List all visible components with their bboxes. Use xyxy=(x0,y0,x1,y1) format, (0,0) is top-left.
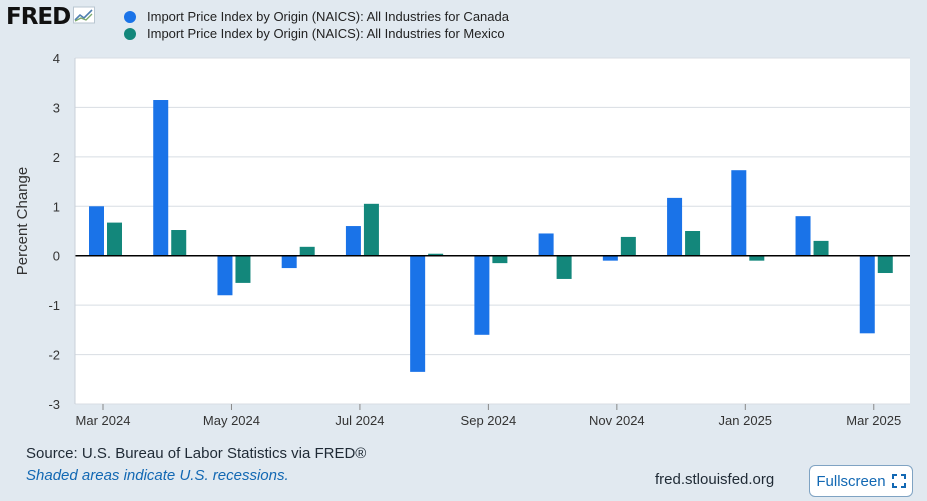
y-tick-label: -3 xyxy=(48,397,60,412)
legend-label-mexico: Import Price Index by Origin (NAICS): Al… xyxy=(147,26,505,41)
bar-mexico-sep-2024[interactable] xyxy=(492,255,508,264)
legend-item-canada[interactable]: Import Price Index by Origin (NAICS): Al… xyxy=(124,8,509,25)
y-tick-label: 2 xyxy=(53,150,60,165)
bar-mexico-apr-2024[interactable] xyxy=(171,230,187,256)
source-text: Source: U.S. Bureau of Labor Statistics … xyxy=(26,445,367,462)
recession-note: Shaded areas indicate U.S. recessions. xyxy=(26,467,289,484)
bar-chart: 4 3 2 1 0 -1 -2 -3 Mar 2024 May 2024 Jul 2024 Sep 2… xyxy=(14,51,910,428)
bar-mexico-aug-2024[interactable] xyxy=(428,253,444,256)
bar-canada-oct-2024[interactable] xyxy=(538,233,554,256)
bar-canada-sep-2024[interactable] xyxy=(474,255,490,335)
x-tick-label: Mar 2025 xyxy=(846,413,901,428)
x-tick-label: Mar 2024 xyxy=(76,413,131,428)
bar-mexico-jan-2025[interactable] xyxy=(749,255,765,261)
bar-canada-jul-2024[interactable] xyxy=(345,226,361,256)
x-tick-label: Sep 2024 xyxy=(461,413,517,428)
bar-canada-apr-2024[interactable] xyxy=(153,100,169,256)
bar-canada-feb-2025[interactable] xyxy=(795,216,811,256)
gridlines xyxy=(75,57,910,405)
bar-mexico-jul-2024[interactable] xyxy=(363,203,379,256)
y-tick-label: -2 xyxy=(48,348,60,363)
bar-canada-jan-2025[interactable] xyxy=(731,170,747,256)
bars xyxy=(89,100,893,372)
chart-legend: Import Price Index by Origin (NAICS): Al… xyxy=(124,8,509,42)
legend-item-mexico[interactable]: Import Price Index by Origin (NAICS): Al… xyxy=(124,25,509,42)
fred-logo-text: FRED xyxy=(6,4,71,30)
bar-mexico-dec-2024[interactable] xyxy=(685,231,701,256)
bar-mexico-nov-2024[interactable] xyxy=(620,236,636,256)
bar-mexico-oct-2024[interactable] xyxy=(556,255,572,279)
fullscreen-label: Fullscreen xyxy=(816,472,886,490)
fred-trend-icon xyxy=(73,6,96,29)
x-tick-label: Nov 2024 xyxy=(589,413,645,428)
x-tick-label: Jul 2024 xyxy=(335,413,384,428)
bar-canada-jun-2024[interactable] xyxy=(281,255,297,269)
legend-label-canada: Import Price Index by Origin (NAICS): Al… xyxy=(147,9,509,24)
fullscreen-button[interactable]: Fullscreen xyxy=(809,465,913,497)
y-tick-label: 3 xyxy=(53,100,60,115)
bar-canada-nov-2024[interactable] xyxy=(602,255,618,261)
x-tick-label: May 2024 xyxy=(203,413,260,428)
fred-url[interactable]: fred.stlouisfed.org xyxy=(655,471,775,488)
axes: 4 3 2 1 0 -1 -2 -3 Mar 2024 May 2024 Jul 2024 Sep 2… xyxy=(48,51,910,428)
bar-canada-aug-2024[interactable] xyxy=(410,255,426,372)
y-tick-label: 0 xyxy=(53,249,60,264)
y-tick-label: 4 xyxy=(53,51,60,66)
bar-canada-dec-2024[interactable] xyxy=(667,197,683,256)
y-axis-label: Percent Change xyxy=(14,167,31,275)
bar-mexico-may-2024[interactable] xyxy=(235,255,251,283)
y-tick-label: -1 xyxy=(48,298,60,313)
bar-mexico-mar-2025[interactable] xyxy=(877,255,893,274)
bar-canada-may-2024[interactable] xyxy=(217,255,233,296)
y-tick-label: 1 xyxy=(53,199,60,214)
legend-marker-canada xyxy=(124,10,136,23)
bar-mexico-feb-2025[interactable] xyxy=(813,240,829,256)
x-tick-label: Jan 2025 xyxy=(719,413,773,428)
bar-canada-mar-2025[interactable] xyxy=(859,255,875,334)
expand-icon xyxy=(891,474,906,488)
bar-mexico-mar-2024[interactable] xyxy=(107,222,122,256)
bar-mexico-jun-2024[interactable] xyxy=(299,246,315,256)
legend-marker-mexico xyxy=(124,27,136,40)
bar-canada-mar-2024[interactable] xyxy=(89,206,104,256)
plot-area xyxy=(75,58,910,404)
fred-logo[interactable]: FRED xyxy=(6,4,96,30)
